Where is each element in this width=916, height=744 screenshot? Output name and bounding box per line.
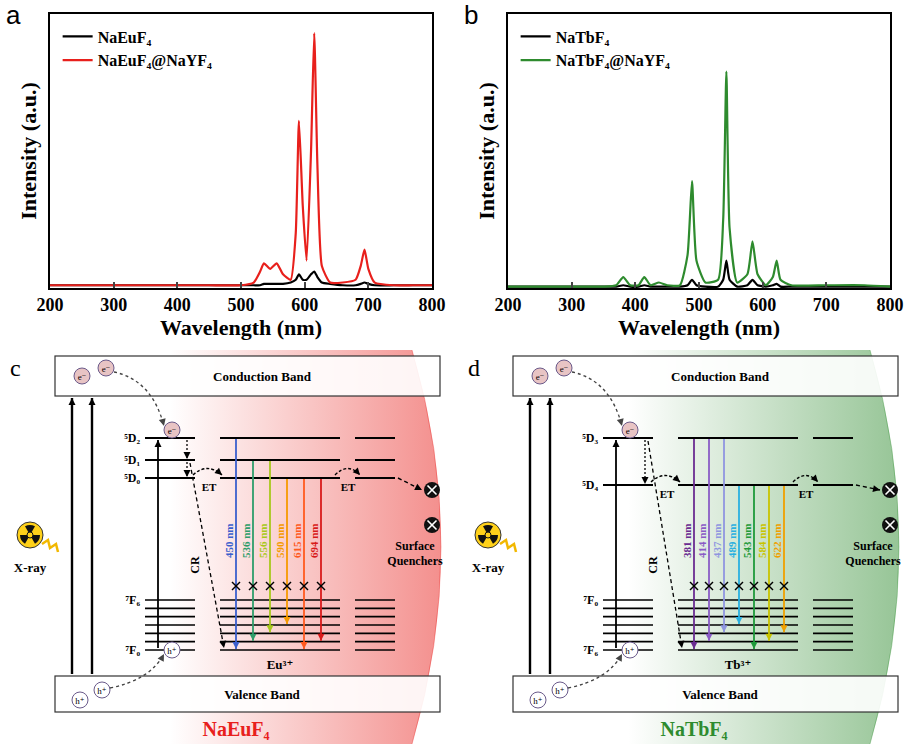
svg-text:437 nm: 437 nm bbox=[711, 523, 723, 558]
svg-text:Valence Band: Valence Band bbox=[682, 687, 758, 702]
svg-text:e⁻: e⁻ bbox=[626, 426, 635, 436]
svg-text:e⁻: e⁻ bbox=[560, 364, 569, 374]
svg-text:Intensity (a.u.): Intensity (a.u.) bbox=[16, 82, 41, 220]
svg-text:Surface: Surface bbox=[395, 539, 435, 553]
svg-text:⁵D₄: ⁵D₄ bbox=[582, 478, 598, 492]
svg-text:CR: CR bbox=[188, 556, 202, 574]
svg-text:400: 400 bbox=[164, 295, 191, 315]
svg-text:489 nm: 489 nm bbox=[726, 523, 738, 558]
svg-text:543 nm: 543 nm bbox=[741, 523, 753, 558]
svg-text:590 nm: 590 nm bbox=[274, 523, 286, 558]
svg-text:Quenchers: Quenchers bbox=[845, 554, 901, 568]
svg-text:ET: ET bbox=[202, 481, 217, 493]
svg-text:Intensity (a.u.): Intensity (a.u.) bbox=[474, 82, 499, 220]
svg-text:400: 400 bbox=[622, 295, 649, 315]
svg-text:Eu³⁺: Eu³⁺ bbox=[267, 657, 294, 672]
svg-text:⁷F₆: ⁷F₆ bbox=[583, 643, 598, 657]
svg-text:ET: ET bbox=[660, 488, 675, 500]
svg-text:556 nm: 556 nm bbox=[257, 523, 269, 558]
svg-text:200: 200 bbox=[37, 295, 64, 315]
svg-text:700: 700 bbox=[813, 295, 840, 315]
svg-text:Wavelength (nm): Wavelength (nm) bbox=[160, 315, 322, 340]
svg-text:c: c bbox=[10, 355, 21, 381]
svg-text:300: 300 bbox=[558, 295, 585, 315]
svg-text:d: d bbox=[468, 355, 480, 381]
svg-text:NaTbF₄: NaTbF₄ bbox=[660, 718, 727, 740]
svg-text:622 nm: 622 nm bbox=[771, 523, 783, 558]
svg-text:h⁺: h⁺ bbox=[167, 646, 177, 656]
svg-text:450 nm: 450 nm bbox=[223, 523, 235, 558]
svg-text:NaTbF₄@NaYF₄: NaTbF₄@NaYF₄ bbox=[556, 52, 670, 70]
svg-text:584 nm: 584 nm bbox=[756, 523, 768, 558]
svg-text:h⁺: h⁺ bbox=[625, 646, 635, 656]
svg-text:Valence Band: Valence Band bbox=[224, 687, 300, 702]
svg-text:ET: ET bbox=[341, 481, 356, 493]
svg-text:⁷F₀: ⁷F₀ bbox=[583, 593, 598, 607]
svg-text:X-ray: X-ray bbox=[14, 560, 47, 575]
svg-text:200: 200 bbox=[495, 295, 522, 315]
svg-text:X-ray: X-ray bbox=[472, 560, 505, 575]
svg-text:600: 600 bbox=[749, 295, 776, 315]
svg-text:381 nm: 381 nm bbox=[681, 523, 693, 558]
svg-text:h⁺: h⁺ bbox=[533, 696, 543, 706]
svg-text:NaEuF₄@NaYF₄: NaEuF₄@NaYF₄ bbox=[98, 52, 212, 70]
svg-text:e⁻: e⁻ bbox=[168, 426, 177, 436]
svg-text:800: 800 bbox=[419, 295, 446, 315]
html-text:b: b bbox=[464, 0, 479, 30]
svg-text:⁷F₀: ⁷F₀ bbox=[125, 643, 140, 657]
svg-text:NaTbF₄: NaTbF₄ bbox=[556, 29, 610, 46]
svg-text:⁵D₃: ⁵D₃ bbox=[582, 431, 598, 445]
svg-text:⁵D₁: ⁵D₁ bbox=[124, 453, 140, 467]
html-text:a: a bbox=[6, 0, 21, 30]
svg-text:414 nm: 414 nm bbox=[696, 523, 708, 558]
svg-text:e⁻: e⁻ bbox=[78, 372, 87, 382]
svg-text:300: 300 bbox=[100, 295, 127, 315]
svg-text:600: 600 bbox=[291, 295, 318, 315]
svg-text:e⁻: e⁻ bbox=[102, 364, 111, 374]
svg-text:e⁻: e⁻ bbox=[536, 372, 545, 382]
svg-text:NaEuF₄: NaEuF₄ bbox=[98, 29, 152, 46]
svg-text:Surface: Surface bbox=[853, 539, 893, 553]
svg-text:800: 800 bbox=[877, 295, 904, 315]
svg-text:Conduction Band: Conduction Band bbox=[671, 369, 770, 384]
svg-text:Wavelength (nm): Wavelength (nm) bbox=[618, 315, 780, 340]
svg-text:⁷F₆: ⁷F₆ bbox=[125, 593, 140, 607]
svg-text:h⁺: h⁺ bbox=[75, 696, 85, 706]
svg-text:Conduction Band: Conduction Band bbox=[213, 369, 312, 384]
svg-text:⁵D₀: ⁵D₀ bbox=[124, 471, 140, 485]
svg-text:h⁺: h⁺ bbox=[555, 686, 565, 696]
svg-text:615 nm: 615 nm bbox=[291, 523, 303, 558]
svg-text:ET: ET bbox=[799, 488, 814, 500]
svg-text:NaEuF₄: NaEuF₄ bbox=[202, 718, 269, 740]
svg-text:Tb³⁺: Tb³⁺ bbox=[725, 657, 752, 672]
svg-text:⁵D₂: ⁵D₂ bbox=[124, 431, 140, 445]
svg-text:Quenchers: Quenchers bbox=[387, 554, 443, 568]
svg-text:536 nm: 536 nm bbox=[240, 523, 252, 558]
svg-text:h⁺: h⁺ bbox=[97, 686, 107, 696]
svg-text:694 nm: 694 nm bbox=[308, 523, 320, 558]
svg-text:500: 500 bbox=[686, 295, 713, 315]
svg-text:700: 700 bbox=[355, 295, 382, 315]
svg-text:500: 500 bbox=[228, 295, 255, 315]
svg-text:CR: CR bbox=[646, 556, 660, 574]
